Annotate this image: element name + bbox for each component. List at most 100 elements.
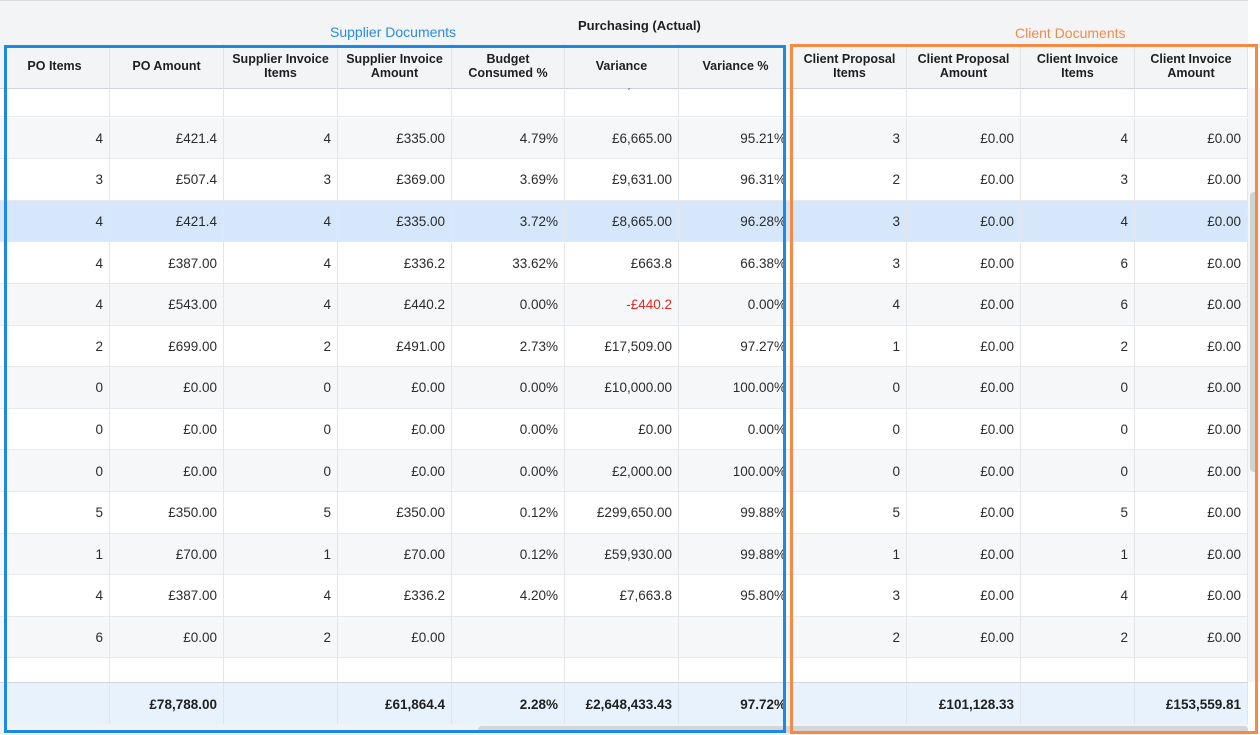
cell-client-invoice-items[interactable]: 2	[1021, 325, 1135, 368]
cell-client-invoice-items[interactable]: 4	[1021, 575, 1135, 617]
cell-client-proposal-items[interactable]: 2	[793, 159, 907, 201]
cell-po-items[interactable]: 4	[0, 242, 110, 284]
table-row[interactable]: 4 £543.00 4 £440.2 0.00% -£440.2 0.00% 4 £0.00 6 £…	[0, 284, 1248, 326]
table-row[interactable]: 4 £387.00 4 £336.2 33.62% £663.8 66.38% 3 £0.00 6…	[0, 242, 1248, 284]
cell-client-proposal-amount[interactable]: £0.00	[907, 325, 1021, 368]
cell-po-items[interactable]: 4	[0, 575, 110, 617]
column-header-supplier-invoice-amount[interactable]: Supplier Invoice Amount	[338, 44, 452, 88]
cell-budget-consumed-pct[interactable]: 0.00%	[452, 367, 565, 409]
table-row[interactable]: 0 £0.00 0 £0.00 0.00% £10,000.00 100.00% 0 £0.00…	[0, 367, 1248, 409]
table-row[interactable]: 2 £699.00 2 £491.00 2.73% £17,509.00 97.27% 1 £0…	[0, 325, 1248, 368]
cell-po-items[interactable]: 1	[0, 533, 110, 576]
table-row[interactable]: 1 £70.00 1 £70.00 0.12% £59,930.00 99.88% 1 £0.0…	[0, 533, 1248, 576]
cell-po-amount[interactable]: £543.00	[110, 88, 224, 117]
cell-budget-consumed-pct[interactable]: 0.00%	[452, 284, 565, 326]
column-header-po-items[interactable]: PO Items	[0, 44, 110, 88]
cell-client-proposal-items[interactable]: 5	[793, 492, 907, 534]
cell-client-proposal-items[interactable]: 3	[793, 200, 907, 243]
cell-supplier-invoice-amount[interactable]: £440.2	[338, 284, 452, 326]
cell-client-invoice-amount[interactable]: £0.00	[1135, 117, 1248, 160]
cell-po-items[interactable]	[0, 658, 110, 682]
cell-client-invoice-items[interactable]: 6	[1021, 242, 1135, 284]
table-row[interactable]: 0 £0.00 0 £0.00 0.00% £0.00 0.00% 0 £0.00 0 £0.00	[0, 408, 1248, 451]
cell-client-proposal-items[interactable]	[793, 658, 907, 682]
cell-client-proposal-amount[interactable]: £0.00	[907, 450, 1021, 492]
table-row[interactable]: 4 £421.4 4 £335.00 4.79% £6,665.00 95.21% 3 £0.0…	[0, 117, 1248, 160]
table-row[interactable]: 4 £387.00 4 £336.2 4.20% £7,663.8 95.80% 3 £0.00…	[0, 575, 1248, 617]
cell-client-proposal-items[interactable]: 1	[793, 325, 907, 368]
cell-budget-consumed-pct[interactable]: 0.00%	[452, 450, 565, 492]
cell-po-items[interactable]: 4	[0, 200, 110, 243]
horizontal-scroll-thumb[interactable]	[478, 726, 1248, 733]
cell-supplier-invoice-items[interactable]: 3	[224, 159, 338, 201]
cell-client-proposal-items[interactable]: 1	[793, 88, 907, 117]
table-row[interactable]: 5 £350.00 5 £350.00 0.12% £299,650.00 99.88% 5 £…	[0, 492, 1248, 534]
cell-variance[interactable]: £0.00	[565, 408, 679, 451]
cell-client-proposal-items[interactable]: 1	[793, 533, 907, 576]
cell-po-amount[interactable]: £699.00	[110, 325, 224, 368]
cell-client-proposal-items[interactable]: 0	[793, 408, 907, 451]
cell-supplier-invoice-amount[interactable]: £0.00	[338, 450, 452, 492]
column-header-budget-consumed-pct[interactable]: Budget Consumed %	[452, 44, 565, 88]
cell-supplier-invoice-amount[interactable]: £387.00	[338, 88, 452, 117]
cell-client-invoice-amount[interactable]: £0.00	[1135, 575, 1248, 617]
cell-po-amount[interactable]: £387.00	[110, 242, 224, 284]
cell-client-invoice-amount[interactable]: £0.00	[1135, 88, 1248, 117]
cell-client-proposal-amount[interactable]: £0.00	[907, 367, 1021, 409]
cell-supplier-invoice-items[interactable]: 4	[224, 117, 338, 160]
column-header-client-invoice-amount[interactable]: Client Invoice Amount	[1135, 44, 1248, 88]
column-header-variance[interactable]: Variance	[565, 44, 679, 88]
cell-client-proposal-items[interactable]: 0	[793, 367, 907, 409]
cell-supplier-invoice-items[interactable]: 0	[224, 408, 338, 451]
cell-variance[interactable]	[565, 658, 679, 682]
vertical-scroll-thumb[interactable]	[1250, 192, 1258, 472]
cell-budget-consumed-pct[interactable]: 3.69%	[452, 159, 565, 201]
cell-client-proposal-amount[interactable]: £0.00	[907, 284, 1021, 326]
cell-supplier-invoice-items[interactable]: 5	[224, 492, 338, 534]
cell-client-proposal-amount[interactable]	[907, 658, 1021, 682]
cell-po-items[interactable]: 3	[0, 159, 110, 201]
column-header-client-proposal-items[interactable]: Client Proposal Items	[793, 44, 907, 88]
cell-variance[interactable]: £10,000.00	[565, 367, 679, 409]
cell-budget-consumed-pct[interactable]	[452, 616, 565, 659]
cell-po-items[interactable]: 2	[0, 325, 110, 368]
cell-client-invoice-items[interactable]: 2	[1021, 616, 1135, 659]
cell-client-proposal-items[interactable]: 2	[793, 616, 907, 659]
cell-supplier-invoice-items[interactable]: 2	[224, 616, 338, 659]
cell-budget-consumed-pct[interactable]	[452, 658, 565, 682]
cell-client-proposal-amount[interactable]: £0.00	[907, 616, 1021, 659]
table-row[interactable]: 2£543.002£387.005.53%£6,613.0094.47%1£0.…	[0, 88, 1248, 117]
cell-client-invoice-items[interactable]: 1	[1021, 533, 1135, 576]
cell-client-invoice-items[interactable]: 5	[1021, 492, 1135, 534]
cell-client-invoice-amount[interactable]	[1135, 658, 1248, 682]
cell-client-invoice-amount[interactable]: £0.00	[1135, 408, 1248, 451]
cell-po-items[interactable]: 0	[0, 367, 110, 409]
cell-supplier-invoice-amount[interactable]: £0.00	[338, 367, 452, 409]
cell-variance[interactable]: £663.8	[565, 242, 679, 284]
cell-client-proposal-amount[interactable]: £0.00	[907, 159, 1021, 201]
cell-variance[interactable]: £6,665.00	[565, 117, 679, 160]
cell-supplier-invoice-amount[interactable]: £0.00	[338, 616, 452, 659]
cell-po-amount[interactable]: £0.00	[110, 450, 224, 492]
cell-supplier-invoice-items[interactable]: 4	[224, 200, 338, 243]
cell-variance[interactable]: -£440.2	[565, 284, 679, 326]
cell-po-items[interactable]: 0	[0, 450, 110, 492]
cell-client-invoice-amount[interactable]: £0.00	[1135, 492, 1248, 534]
cell-po-items[interactable]: 4	[0, 284, 110, 326]
cell-supplier-invoice-items[interactable]: 0	[224, 450, 338, 492]
cell-client-invoice-items[interactable]: 0	[1021, 408, 1135, 451]
cell-client-invoice-amount[interactable]: £0.00	[1135, 533, 1248, 576]
cell-budget-consumed-pct[interactable]: 4.79%	[452, 117, 565, 160]
cell-client-proposal-amount[interactable]: £0.00	[907, 533, 1021, 576]
column-header-client-invoice-items[interactable]: Client Invoice Items	[1021, 44, 1135, 88]
cell-supplier-invoice-amount[interactable]	[338, 658, 452, 682]
cell-po-amount[interactable]: £507.4	[110, 159, 224, 201]
cell-client-invoice-items[interactable]: 6	[1021, 284, 1135, 326]
cell-budget-consumed-pct[interactable]: 4.20%	[452, 575, 565, 617]
cell-variance[interactable]: £7,663.8	[565, 575, 679, 617]
cell-po-items[interactable]: 4	[0, 117, 110, 160]
cell-client-proposal-items[interactable]: 3	[793, 575, 907, 617]
cell-variance[interactable]	[565, 616, 679, 659]
cell-supplier-invoice-amount[interactable]: £491.00	[338, 325, 452, 368]
cell-client-invoice-items[interactable]: 0	[1021, 450, 1135, 492]
